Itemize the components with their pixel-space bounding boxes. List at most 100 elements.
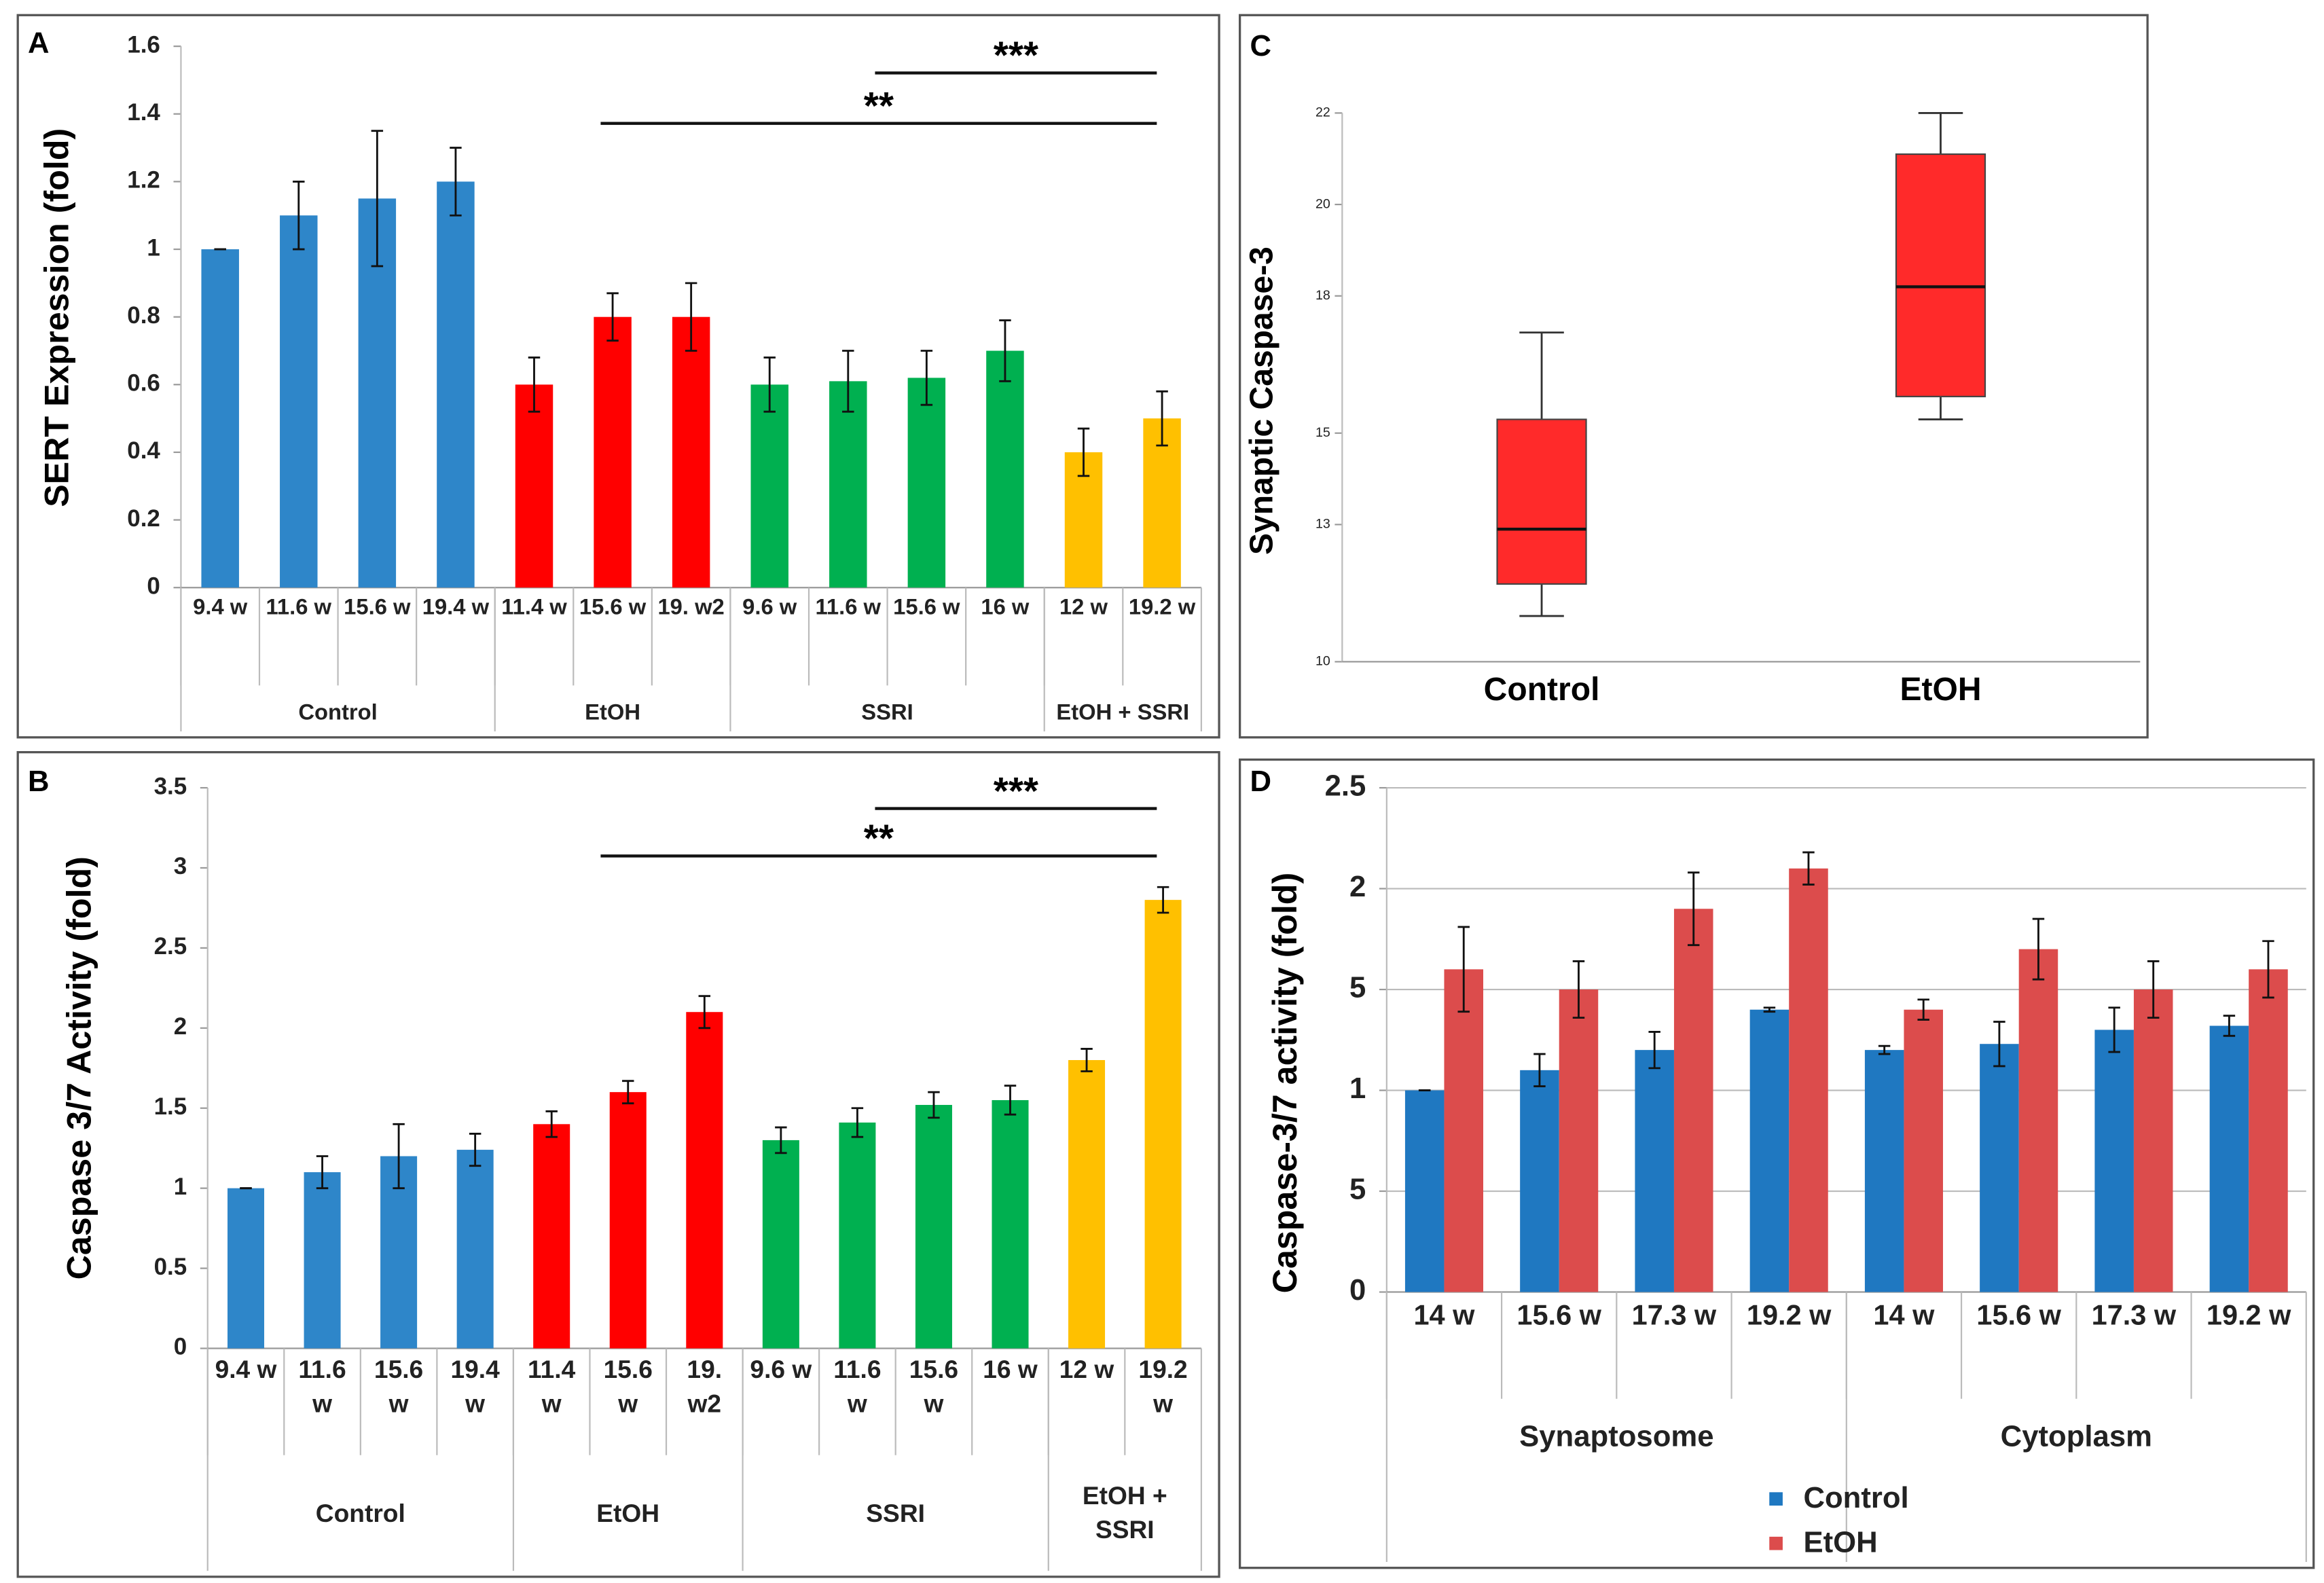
x-tick-label-box: 14 w [1873, 1300, 1935, 1332]
x-tick-label: 15.6 w [1976, 1300, 2061, 1332]
x-tick-label-box: 11.6 w [298, 1355, 346, 1419]
x-tick-label-box: 11.6 w [833, 1355, 882, 1419]
bar [2133, 989, 2173, 1292]
x-tick-label-box: 9.4 w [215, 1355, 277, 1383]
x-tick-label-box: 19.4 w [422, 595, 490, 621]
group-label: EtOH [585, 699, 640, 726]
x-tick-label: 11.6 w [833, 1355, 882, 1419]
x-tick-label-box: 11.6 w [815, 595, 882, 621]
x-tick-label: 11.6 w [815, 595, 882, 621]
y-tick-label: 0.8 [127, 302, 160, 329]
y-tick-label: 0.2 [127, 505, 160, 532]
bar [915, 1105, 952, 1349]
group-label-box: Control [298, 700, 377, 725]
significance-label: *** [994, 35, 1039, 77]
bar [2209, 1025, 2249, 1292]
x-tick-label: 14 w [1873, 1300, 1935, 1332]
y-tick-label: 1.5 [154, 1093, 187, 1120]
bar [829, 381, 867, 588]
group-label-box: Control [316, 1499, 405, 1527]
x-tick-label: 19.4 w [422, 595, 490, 621]
panel-label: C [1250, 29, 1271, 62]
y-tick-label: 2.5 [154, 933, 187, 960]
y-tick-label: 3 [174, 853, 187, 879]
x-tick-label: 9.6 w [750, 1355, 812, 1384]
y-tick-label: 22 [1315, 105, 1330, 120]
x-tick-label-box: 9.6 w [742, 595, 797, 620]
bar [1404, 1090, 1445, 1292]
y-tick-label: 1.6 [127, 31, 160, 58]
x-tick-label-box: 15.6 w [893, 595, 960, 621]
y-tick-label: 0.5 [154, 1254, 187, 1280]
x-tick-label: 19. w2 [687, 1355, 723, 1419]
x-tick-label: 15.6 w [893, 595, 960, 621]
bar [1143, 418, 1181, 588]
legend-label: Control [1803, 1481, 1908, 1514]
y-tick-label: 0 [174, 1334, 187, 1360]
bar [1673, 909, 1713, 1292]
y-tick-label: 1 [1349, 1072, 1366, 1105]
panel-frame [1239, 14, 2149, 739]
group-label-box: EtOH + SSRI [1083, 1482, 1167, 1544]
y-axis-label: Caspase-3/7 activity (fold) [1266, 873, 1304, 1294]
x-tick-label: EtOH [1900, 672, 1981, 708]
bar [2018, 949, 2058, 1292]
y-tick-label: 3.5 [154, 773, 187, 799]
y-axis-label: SERT Expression (fold) [38, 128, 76, 507]
x-tick-label-box: 12 w [1059, 595, 1108, 620]
legend-label: EtOH [1803, 1525, 1877, 1559]
bar [1749, 1009, 1790, 1292]
y-tick-label: 0.6 [127, 370, 160, 397]
panel-label: D [1250, 765, 1271, 798]
x-tick-label-box: 14 w [1413, 1301, 1474, 1332]
bar [1904, 1009, 1943, 1292]
group-label: SSRI [866, 1499, 925, 1527]
x-tick-label: 17.3 w [2091, 1300, 2177, 1332]
y-tick-label: 1 [174, 1173, 187, 1200]
x-tick-label: 19.2 w [1746, 1300, 1832, 1332]
panel-label: B [28, 765, 50, 798]
x-tick-label: 11.4 w [528, 1355, 576, 1419]
group-label-box: Cytoplasm [2001, 1420, 2152, 1453]
y-tick-label: 5 [1349, 971, 1366, 1004]
x-tick-label: 11.6 w [266, 595, 332, 621]
x-tick-label: 15.6 w [374, 1355, 424, 1419]
y-tick-label: 0 [147, 572, 160, 599]
bar [986, 350, 1024, 588]
y-tick-label: 20 [1315, 196, 1330, 211]
x-tick-label-box: 11.4 w [501, 595, 567, 620]
bar [1444, 969, 1484, 1292]
x-tick-label-box: 19.2 w [2207, 1301, 2291, 1332]
bar [227, 1188, 265, 1349]
x-tick-label: 19.2 w [1138, 1355, 1188, 1419]
x-tick-label-box: 17.3 w [2091, 1300, 2177, 1332]
x-tick-label-box: 15.6 w [604, 1355, 653, 1418]
x-tick-label-box: 12 w [1059, 1355, 1114, 1383]
x-tick-label-box: 15.6 w [579, 595, 646, 620]
x-tick-label-box: 19.4 w [450, 1355, 499, 1418]
group-label: Synaptosome [1519, 1420, 1714, 1453]
x-tick-label-box: 15.6 w [909, 1355, 958, 1418]
bar [1864, 1050, 1904, 1292]
box [1496, 418, 1587, 585]
y-tick-label: 1.4 [127, 99, 160, 126]
legend-swatch [1769, 1492, 1783, 1506]
panel-frame [16, 750, 1220, 1578]
y-axis-label: Synaptic Caspase-3 [1243, 247, 1279, 555]
y-axis-label: Caspase 3/7 Activity (fold) [60, 856, 98, 1279]
x-tick-label-box: 15.6 w [344, 595, 410, 620]
bar [1789, 868, 1828, 1292]
group-label-box: EtOH [596, 1499, 659, 1527]
x-tick-label: 11.6 w [298, 1355, 346, 1419]
x-tick-label-box: 15.6 w [1976, 1300, 2061, 1332]
significance-label: *** [994, 770, 1039, 813]
x-tick-label: 9.4 w [193, 595, 248, 621]
bar [533, 1124, 570, 1349]
bar [686, 1012, 723, 1349]
group-label: SSRI [861, 699, 913, 726]
group-label-box: EtOH + SSRI [1056, 700, 1189, 725]
y-tick-label: 10 [1315, 654, 1330, 669]
x-tick-label-box: 17.3 w [1632, 1301, 1717, 1332]
bar [2094, 1030, 2134, 1292]
bar [2249, 969, 2288, 1292]
